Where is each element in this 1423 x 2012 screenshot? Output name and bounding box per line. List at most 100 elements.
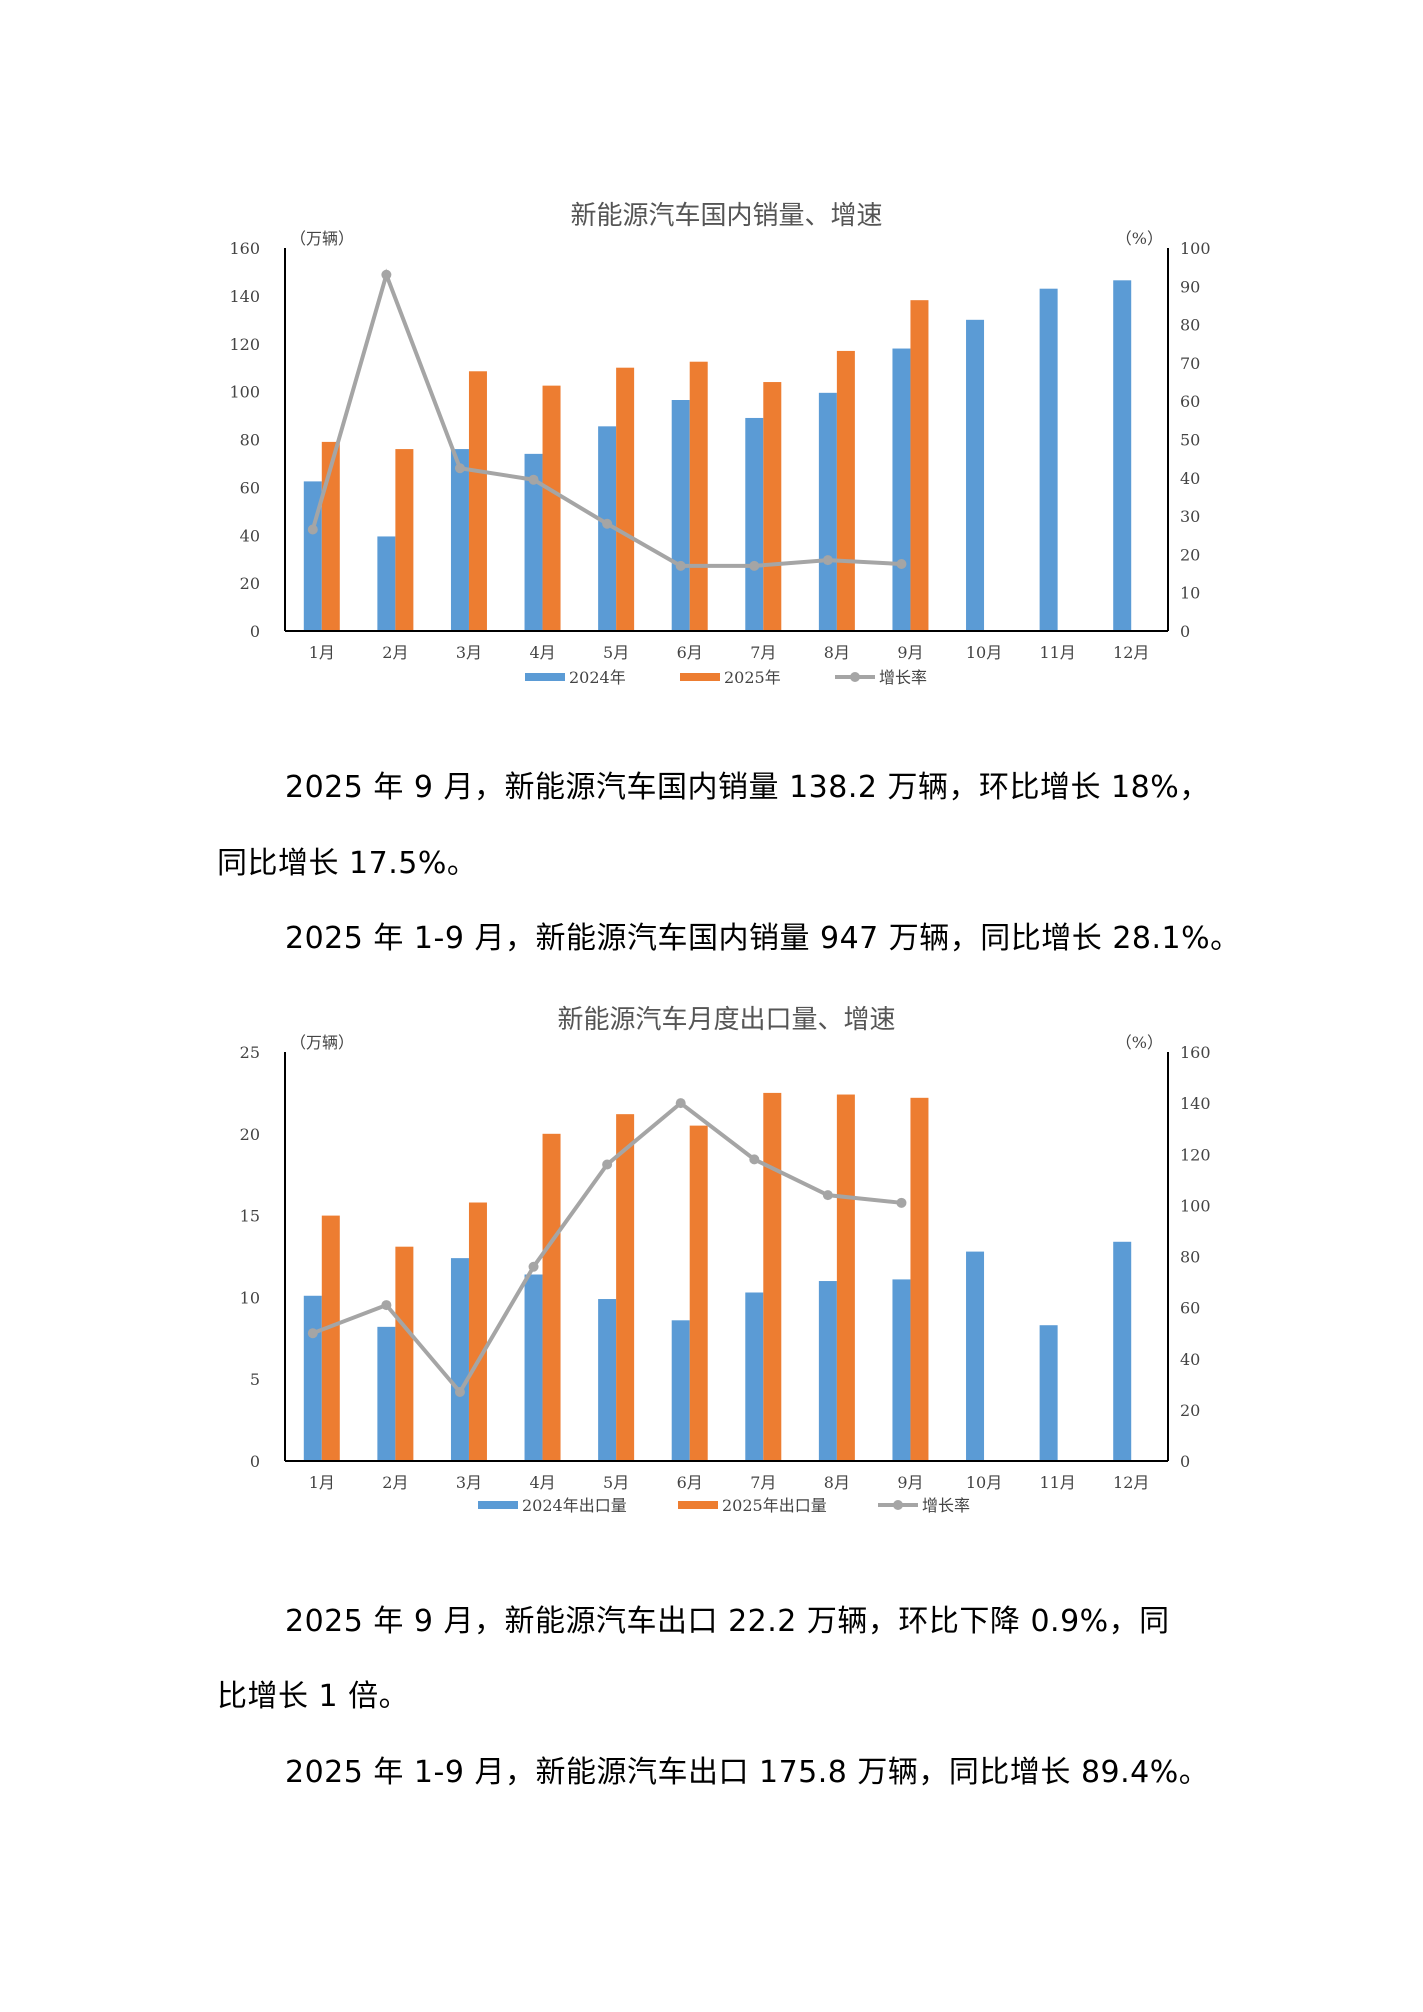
bar-2025年出口量-8月	[836, 1094, 855, 1461]
bar-2025年-6月	[689, 361, 708, 631]
y-tick-label: 60	[240, 478, 260, 497]
bar-2025年出口量-9月	[910, 1097, 929, 1461]
bar-2024年出口量-9月	[892, 1279, 911, 1461]
y-tick-label: 100	[229, 383, 260, 402]
y-tick-label: 140	[229, 287, 260, 306]
growth-rate-point-6月	[675, 1098, 686, 1109]
x-tick-label: 8月	[824, 1473, 850, 1492]
y2-axis-unit-label: （%）	[1116, 1033, 1163, 1052]
bar-2025年-8月	[836, 350, 855, 631]
growth-rate-point-4月	[528, 1261, 539, 1272]
x-tick-label: 11月	[1039, 1473, 1075, 1492]
legend-swatch-2024年出口量	[478, 1501, 518, 1509]
bar-2024年-6月	[671, 400, 690, 631]
bar-2025年出口量-3月	[468, 1202, 487, 1461]
growth-rate-point-7月	[749, 560, 760, 571]
y2-tick-label: 80	[1180, 1248, 1200, 1267]
y-tick-label: 0	[250, 622, 260, 641]
y2-tick-label: 10	[1180, 584, 1200, 603]
y2-tick-label: 0	[1180, 622, 1190, 641]
bar-2024年出口量-4月	[524, 1274, 543, 1461]
paragraph-ytd-export: 2025 年 1-9 月，新能源汽车出口 175.8 万辆，同比增长 89.4%…	[285, 1755, 1210, 1790]
growth-rate-point-4月	[528, 474, 539, 485]
y2-tick-label: 60	[1180, 1299, 1200, 1318]
y2-tick-label: 40	[1180, 469, 1200, 488]
y2-tick-label: 100	[1180, 1196, 1211, 1215]
legend-label: 2024年出口量	[522, 1496, 627, 1515]
x-tick-label: 10月	[966, 643, 1002, 662]
y2-tick-label: 70	[1180, 354, 1200, 373]
legend-label: 2024年	[569, 668, 626, 687]
y-tick-label: 40	[240, 526, 260, 545]
y-tick-label: 20	[240, 1125, 260, 1144]
y-tick-label: 10	[240, 1288, 260, 1307]
growth-rate-point-3月	[454, 1386, 465, 1397]
bar-2024年出口量-11月	[1039, 1325, 1058, 1461]
bar-2024年-10月	[966, 319, 985, 631]
x-tick-label: 9月	[897, 643, 923, 662]
x-tick-label: 12月	[1113, 643, 1149, 662]
y2-tick-label: 80	[1180, 316, 1200, 335]
domestic-sales-chart: 新能源汽车国内销量、增速（万辆） （%）020406080100120140160…	[229, 201, 1210, 687]
bar-2024年-12月	[1113, 280, 1132, 631]
x-tick-label: 4月	[529, 1473, 555, 1492]
y-tick-label: 15	[240, 1207, 260, 1226]
growth-rate-point-9月	[896, 1197, 907, 1208]
y2-tick-label: 120	[1180, 1145, 1211, 1164]
growth-rate-point-9月	[896, 558, 907, 569]
x-tick-label: 6月	[677, 643, 703, 662]
bar-2025年出口量-2月	[395, 1246, 414, 1461]
growth-rate-point-6月	[675, 560, 686, 571]
y2-tick-label: 30	[1180, 507, 1200, 526]
x-tick-label: 5月	[603, 643, 629, 662]
y2-tick-label: 40	[1180, 1350, 1200, 1369]
x-tick-label: 5月	[603, 1473, 629, 1492]
paragraph-sept-export-cont: 比增长 1 倍。	[217, 1679, 410, 1714]
legend-swatch-2024年	[525, 673, 565, 681]
y2-tick-label: 90	[1180, 277, 1200, 296]
legend-label: 增长率	[922, 1496, 970, 1515]
bar-2025年-7月	[763, 382, 782, 631]
growth-rate-point-1月	[307, 1328, 318, 1339]
legend-label: 2025年	[724, 668, 781, 687]
growth-rate-point-8月	[822, 555, 833, 566]
bar-2024年出口量-1月	[303, 1295, 322, 1461]
x-tick-label: 1月	[309, 1473, 335, 1492]
y2-tick-label: 140	[1180, 1094, 1211, 1113]
y-tick-label: 5	[250, 1370, 260, 1389]
growth-rate-point-2月	[381, 1300, 392, 1311]
y2-tick-label: 0	[1180, 1452, 1190, 1471]
bar-2024年出口量-8月	[818, 1281, 837, 1461]
x-tick-label: 12月	[1113, 1473, 1149, 1492]
x-tick-label: 4月	[529, 643, 555, 662]
legend-label: 增长率	[879, 668, 927, 687]
x-tick-label: 10月	[966, 1473, 1002, 1492]
export-chart: 新能源汽车月度出口量、增速 （万辆） （%） 0 5 10 15 20 25 0 20 40 60 80 1…	[240, 1005, 1211, 1515]
bar-2025年-5月	[616, 367, 635, 631]
bar-2025年-4月	[542, 385, 561, 631]
paragraph-ytd-domestic: 2025 年 1-9 月，新能源汽车国内销量 947 万辆，同比增长 28.1%…	[285, 921, 1241, 956]
growth-rate-point-8月	[822, 1190, 833, 1201]
bar-2024年出口量-12月	[1113, 1241, 1132, 1461]
x-tick-label: 8月	[824, 643, 850, 662]
bar-2025年出口量-7月	[763, 1092, 782, 1461]
bar-2024年出口量-6月	[671, 1320, 690, 1461]
y-axis-unit-label: （万辆）	[290, 229, 354, 248]
y-tick-label: 160	[229, 239, 260, 258]
bar-2025年-3月	[468, 371, 487, 631]
bar-2024年-2月	[377, 536, 396, 631]
paragraph-sept-domestic: 2025 年 9 月，新能源汽车国内销量 138.2 万辆，环比增长 18%，	[285, 770, 1210, 805]
bar-2024年出口量-2月	[377, 1326, 396, 1461]
x-tick-label: 6月	[677, 1473, 703, 1492]
growth-rate-point-1月	[307, 524, 318, 535]
y2-tick-label: 160	[1180, 1043, 1211, 1062]
y-tick-label: 80	[240, 431, 260, 450]
paragraph-sept-export: 2025 年 9 月，新能源汽车出口 22.2 万辆，环比下降 0.9%，同	[285, 1604, 1170, 1639]
x-tick-label: 3月	[456, 1473, 482, 1492]
bar-2024年-9月	[892, 348, 911, 631]
legend-line-marker	[850, 672, 860, 682]
y-tick-label: 25	[240, 1043, 260, 1062]
legend-label: 2025年出口量	[722, 1496, 827, 1515]
x-tick-label: 2月	[382, 1473, 408, 1492]
